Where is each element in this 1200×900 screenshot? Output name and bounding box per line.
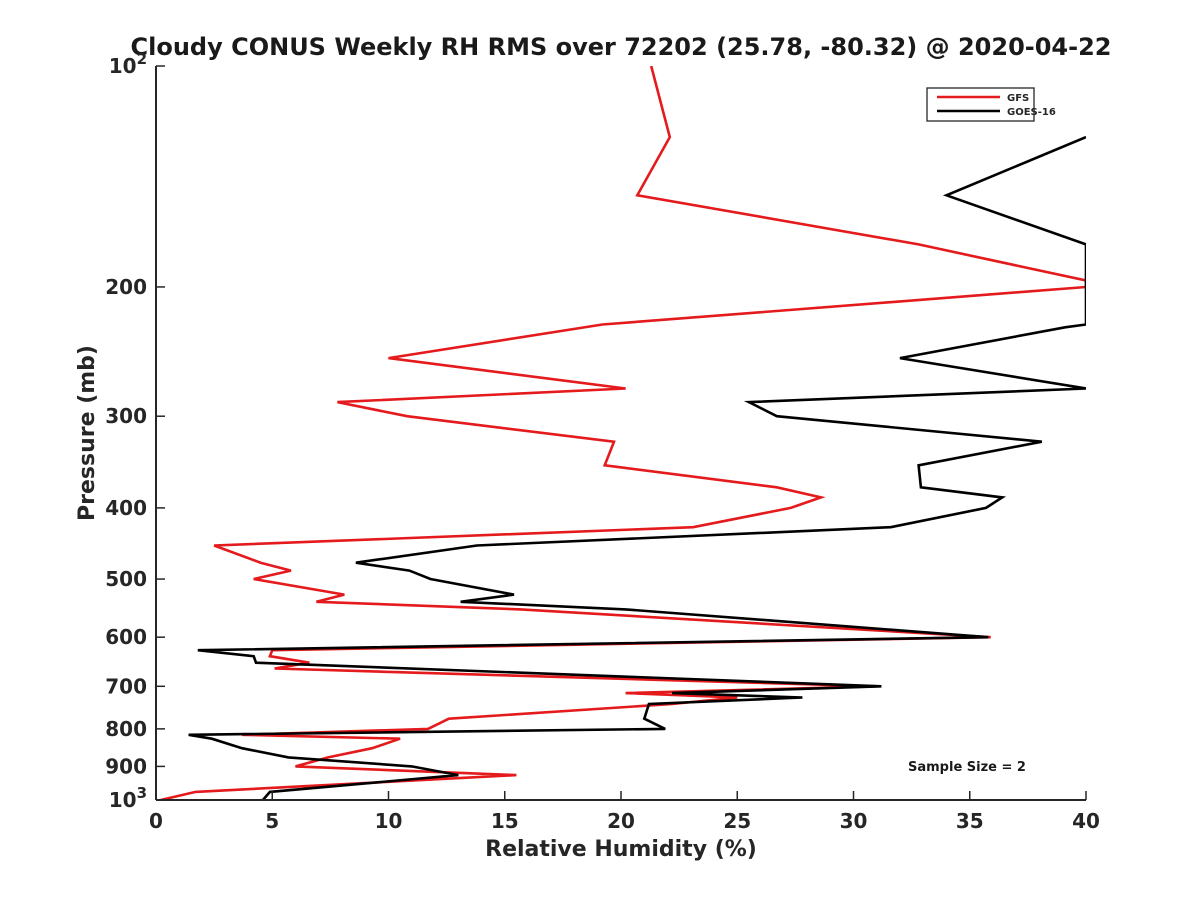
y-tick-label: 600 xyxy=(105,625,147,649)
x-tick-label: 5 xyxy=(265,809,279,833)
y-tick-label: 103 xyxy=(109,784,147,812)
x-axis-label: Relative Humidity (%) xyxy=(485,837,757,862)
y-tick-label: 400 xyxy=(105,496,147,520)
y-tick-label: 900 xyxy=(105,754,147,778)
sample-size-annotation: Sample Size = 2 xyxy=(908,760,1026,775)
y-axis-label: Pressure (mb) xyxy=(75,345,100,521)
y-tick-label: 102 xyxy=(109,50,147,78)
series-line-goes-16 xyxy=(188,135,1086,800)
y-tick-label: 500 xyxy=(105,567,147,591)
x-tick-label: 20 xyxy=(607,809,635,833)
series-line-gfs xyxy=(160,66,1086,800)
x-tick-label: 15 xyxy=(491,809,519,833)
plot-lines xyxy=(160,66,1086,800)
x-tick-label: 35 xyxy=(956,809,984,833)
y-tick-label: 200 xyxy=(105,275,147,299)
x-tick-label: 30 xyxy=(840,809,868,833)
x-tick-label: 25 xyxy=(723,809,751,833)
legend-label: GOES-16 xyxy=(1007,107,1056,118)
x-tick-label: 40 xyxy=(1072,809,1100,833)
legend: GFS GOES-16 xyxy=(926,87,1056,122)
y-tick-label: 800 xyxy=(105,717,147,741)
y-tick-label: 700 xyxy=(105,674,147,698)
y-tick-label: 300 xyxy=(105,404,147,428)
x-tick-label: 0 xyxy=(149,809,163,833)
legend-box xyxy=(926,87,1035,122)
legend-label: GFS xyxy=(1007,93,1029,104)
x-tick-label: 10 xyxy=(375,809,403,833)
axes: 0 5 10 15 20 25 30 35 40 102 200 300 400 500 600 700 800… xyxy=(105,50,1100,833)
chart-title: Cloudy CONUS Weekly RH RMS over 72202 (2… xyxy=(131,33,1112,61)
